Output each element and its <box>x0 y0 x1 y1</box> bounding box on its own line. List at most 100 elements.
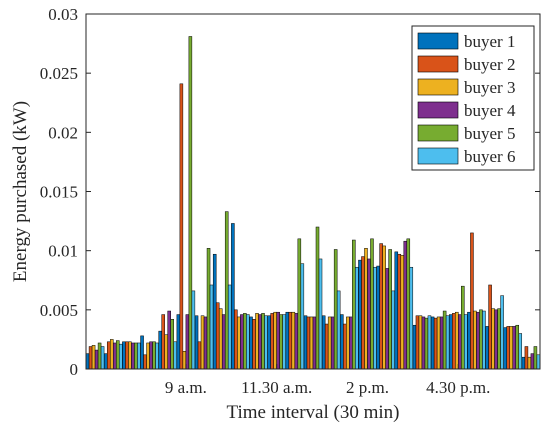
bar-buyer-1-7 <box>194 315 199 370</box>
bar-buyer-5-10 <box>261 313 265 370</box>
legend-label: buyer 5 <box>464 124 515 143</box>
legend-swatch <box>417 55 459 73</box>
bar-buyer-1-10 <box>249 316 253 370</box>
bar-buyer-5-16 <box>370 238 374 370</box>
y-tick-label: 0.025 <box>40 64 78 83</box>
bar-buyer-4-13 <box>312 316 317 370</box>
bar-buyer-5-7 <box>206 248 211 370</box>
bar-buyer-3-10 <box>255 313 259 370</box>
bar-buyer-1-2 <box>103 353 108 370</box>
bar-buyer-4-15 <box>349 316 353 370</box>
bar-buyer-3-14 <box>327 316 332 370</box>
x-tick-label: 2 p.m. <box>346 378 389 397</box>
bar-buyer-2-9 <box>234 309 238 370</box>
bar-buyer-5-12 <box>297 238 302 370</box>
bar-buyer-6-11 <box>282 314 286 370</box>
bar-buyer-1-25 <box>521 356 526 370</box>
bar-buyer-4-14 <box>330 316 335 370</box>
legend: buyer 1 buyer 2 buyer 3 buyer 4 buyer 5 buyer… <box>411 25 535 171</box>
bar-buyer-3-23 <box>491 308 495 370</box>
bar-buyer-6-13 <box>318 258 323 370</box>
bar-buyer-2-1 <box>88 346 93 370</box>
bar-buyer-6-5 <box>173 341 177 370</box>
bar-buyer-4-7 <box>203 316 208 370</box>
bar-buyer-6-16 <box>373 266 377 370</box>
bar-buyer-4-18 <box>403 240 408 370</box>
bar-buyer-1-15 <box>340 314 344 370</box>
bar-buyer-3-11 <box>273 311 277 370</box>
bar-buyer-2-19 <box>415 315 420 370</box>
bar-buyer-3-13 <box>309 316 314 370</box>
bar-buyer-5-4 <box>152 341 156 370</box>
bar-buyer-2-17 <box>379 243 383 370</box>
bar-buyer-4-6 <box>185 314 190 370</box>
bar-buyer-4-1 <box>94 349 99 370</box>
legend-swatch <box>417 101 459 119</box>
bar-buyer-4-11 <box>276 311 280 370</box>
y-axis: 0 0.005 0.01 0.015 0.02 0.025 0.03 <box>40 5 540 379</box>
bar-buyer-4-12 <box>294 313 299 370</box>
bar-buyer-4-22 <box>476 311 480 370</box>
bar-buyer-5-22 <box>479 309 483 370</box>
bar-buyer-3-19 <box>418 315 423 370</box>
bar-buyer-2-22 <box>470 232 474 370</box>
bar-buyer-5-6 <box>188 36 193 370</box>
legend-swatch <box>417 147 459 165</box>
bar-buyer-2-16 <box>361 256 365 370</box>
bar-buyer-3-17 <box>382 245 386 370</box>
bar-buyer-6-9 <box>246 314 250 370</box>
bar-buyer-4-5 <box>167 310 171 370</box>
bar-buyer-4-10 <box>258 314 262 370</box>
bar-buyer-6-18 <box>409 266 414 370</box>
bar-buyer-6-25 <box>536 354 541 370</box>
bar-buyer-4-25 <box>530 353 535 370</box>
bar-buyer-1-12 <box>285 311 290 370</box>
bar-buyer-6-22 <box>482 310 486 370</box>
bar-buyer-5-1 <box>97 342 102 370</box>
bar-buyer-4-16 <box>367 258 371 370</box>
bar-buyer-5-17 <box>388 249 392 370</box>
bar-buyer-3-22 <box>473 310 477 370</box>
bar-buyer-1-1 <box>85 353 90 370</box>
bar-buyer-2-10 <box>252 319 256 370</box>
bar-buyer-5-18 <box>406 238 411 370</box>
x-tick-label: 9 a.m. <box>165 378 207 397</box>
bar-buyer-4-23 <box>494 309 498 370</box>
bar-buyer-1-5 <box>158 330 162 370</box>
y-tick-label: 0.02 <box>48 123 78 142</box>
x-tick-label: 11.30 a.m. <box>241 378 312 397</box>
bar-buyer-3-20 <box>436 316 441 370</box>
bar-buyer-6-7 <box>209 284 214 370</box>
bar-buyer-5-23 <box>497 308 501 370</box>
bar-buyer-5-3 <box>134 342 138 370</box>
bar-buyer-2-7 <box>197 341 202 370</box>
legend-label: buyer 2 <box>464 55 515 74</box>
y-tick-label: 0.03 <box>48 5 78 24</box>
bar-buyer-3-2 <box>109 339 114 370</box>
bar-buyer-3-24 <box>509 326 514 370</box>
bar-buyer-3-5 <box>164 334 168 370</box>
bar-buyer-1-23 <box>485 326 489 370</box>
bar-buyer-6-17 <box>391 290 395 370</box>
bar-buyer-2-6 <box>179 83 184 370</box>
bar-buyer-4-4 <box>149 341 153 370</box>
bar-buyer-3-1 <box>91 345 96 370</box>
bar-buyer-6-15 <box>355 266 359 370</box>
y-tick-label: 0.005 <box>40 301 78 320</box>
bar-buyer-4-9 <box>240 314 244 370</box>
bar-buyer-5-25 <box>533 346 538 370</box>
bar-buyer-5-20 <box>442 310 447 370</box>
legend-label: buyer 1 <box>464 32 515 51</box>
y-tick-label: 0.015 <box>40 183 78 202</box>
bar-buyer-1-21 <box>449 314 453 370</box>
bar-buyer-1-4 <box>140 335 144 370</box>
bar-buyer-4-19 <box>421 316 426 370</box>
bar-buyer-6-20 <box>445 315 450 370</box>
bar-buyer-6-6 <box>191 290 196 370</box>
bar-buyer-6-10 <box>264 315 268 370</box>
bar-buyer-2-25 <box>524 346 529 370</box>
legend-swatch <box>417 124 459 142</box>
bar-buyer-2-4 <box>143 354 147 370</box>
bar-buyer-4-3 <box>131 342 135 370</box>
